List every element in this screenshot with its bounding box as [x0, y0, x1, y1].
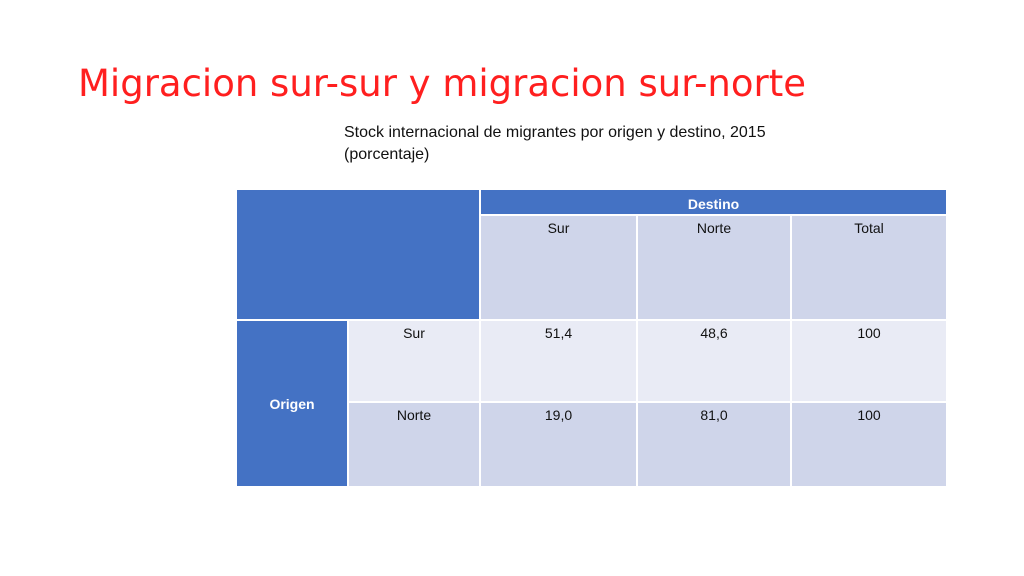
column-header-norte: Norte: [638, 216, 790, 319]
cell-sur-sur: 51,4: [481, 321, 636, 401]
migration-table: Destino Sur Norte Total Origen Sur 51,4 …: [237, 190, 946, 486]
column-header-total: Total: [792, 216, 946, 319]
table-corner-cell: [237, 190, 479, 319]
row-label-norte: Norte: [349, 403, 479, 486]
cell-norte-total: 100: [792, 403, 946, 486]
cell-sur-norte: 48,6: [638, 321, 790, 401]
table-caption: Stock internacional de migrantes por ori…: [344, 124, 766, 163]
column-header-sur: Sur: [481, 216, 636, 319]
row-label-sur: Sur: [349, 321, 479, 401]
origen-header: Origen: [237, 321, 347, 486]
cell-norte-norte: 81,0: [638, 403, 790, 486]
slide-title: Migracion sur-sur y migracion sur-norte: [78, 62, 806, 105]
cell-norte-sur: 19,0: [481, 403, 636, 486]
destino-header: Destino: [481, 190, 946, 214]
cell-sur-total: 100: [792, 321, 946, 401]
